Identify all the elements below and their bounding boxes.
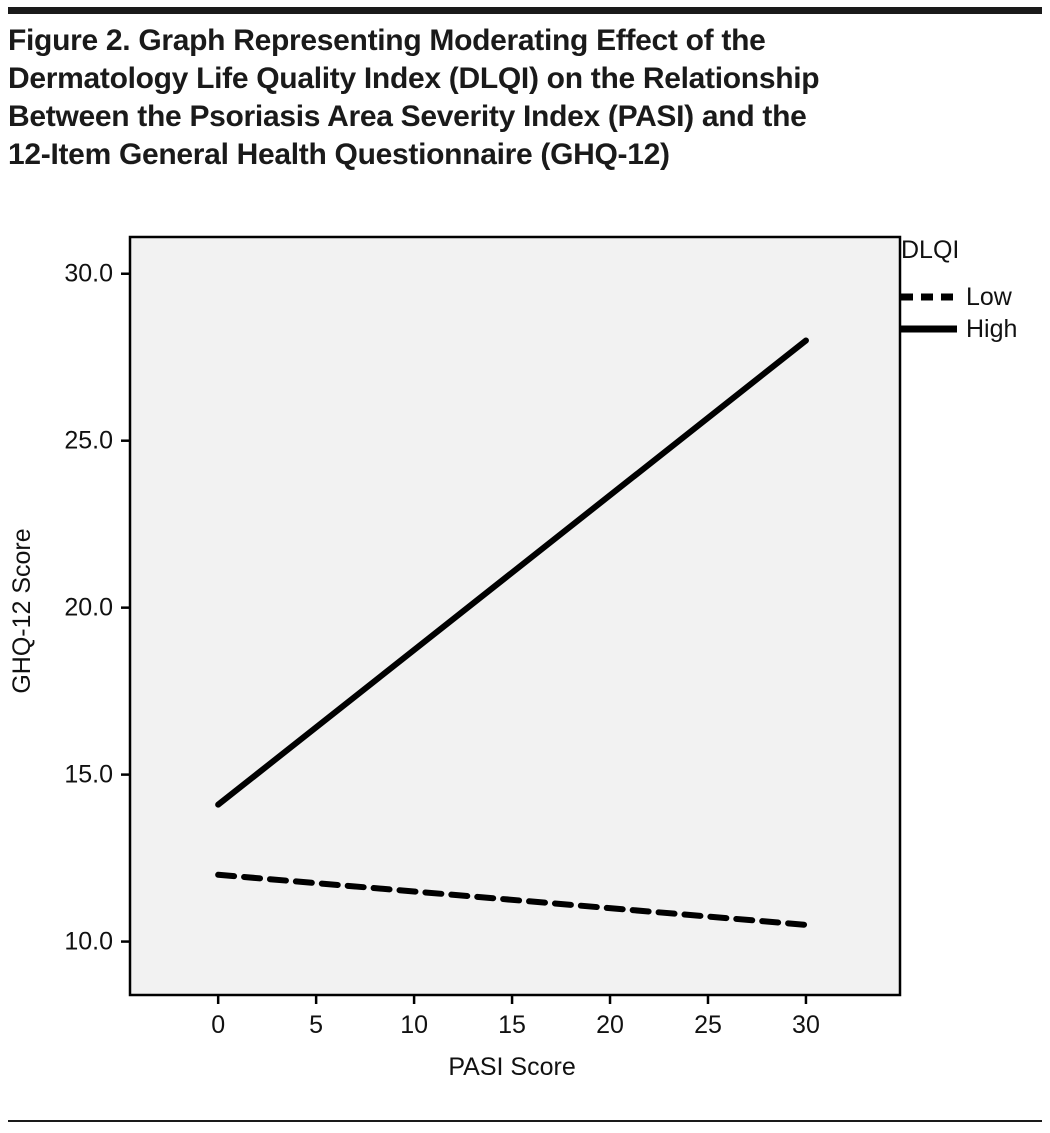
figure-title-line-3: Between the Psoriasis Area Severity Inde… — [8, 100, 807, 133]
legend: DLQI Low High — [901, 236, 1017, 345]
bottom-divider — [8, 1120, 1042, 1122]
x-tick-label: 15 — [498, 1011, 526, 1039]
figure-title-line-4: 12-Item General Health Questionnaire (GH… — [8, 138, 670, 171]
y-axis-title: GHQ-12 Score — [8, 528, 36, 693]
legend-item-high: High — [901, 313, 1017, 345]
figure-title-line-1: Figure 2. Graph Representing Moderating … — [8, 24, 766, 57]
top-divider — [8, 7, 1042, 14]
y-tick-label: 30.0 — [64, 260, 113, 288]
y-tick-label: 10.0 — [64, 928, 113, 956]
dashed-line-swatch — [901, 293, 957, 301]
legend-label-high: High — [966, 314, 1018, 343]
x-tick-label: 0 — [211, 1011, 225, 1039]
y-tick-label: 20.0 — [64, 594, 113, 622]
x-tick-label: 30 — [792, 1011, 820, 1039]
x-tick-label: 10 — [400, 1011, 428, 1039]
x-tick-label: 5 — [309, 1011, 323, 1039]
y-tick-label: 15.0 — [64, 761, 113, 789]
x-tick-label: 20 — [596, 1011, 624, 1039]
x-tick-label: 25 — [694, 1011, 722, 1039]
plot-area — [130, 237, 900, 995]
legend-item-low: Low — [901, 281, 1017, 313]
series-line-high — [215, 337, 809, 808]
y-tick-label: 25.0 — [64, 427, 113, 455]
plot-border — [128, 235, 902, 997]
x-axis-title: PASI Score — [448, 1053, 575, 1081]
solid-line-swatch — [901, 325, 957, 333]
figure-title: Figure 2. Graph Representing Moderating … — [8, 22, 1018, 174]
legend-label-low: Low — [966, 282, 1012, 311]
legend-title: DLQI — [901, 236, 960, 264]
series-line-low — [215, 871, 809, 928]
figure-title-line-2: Dermatology Life Quality Index (DLQI) on… — [8, 62, 820, 95]
